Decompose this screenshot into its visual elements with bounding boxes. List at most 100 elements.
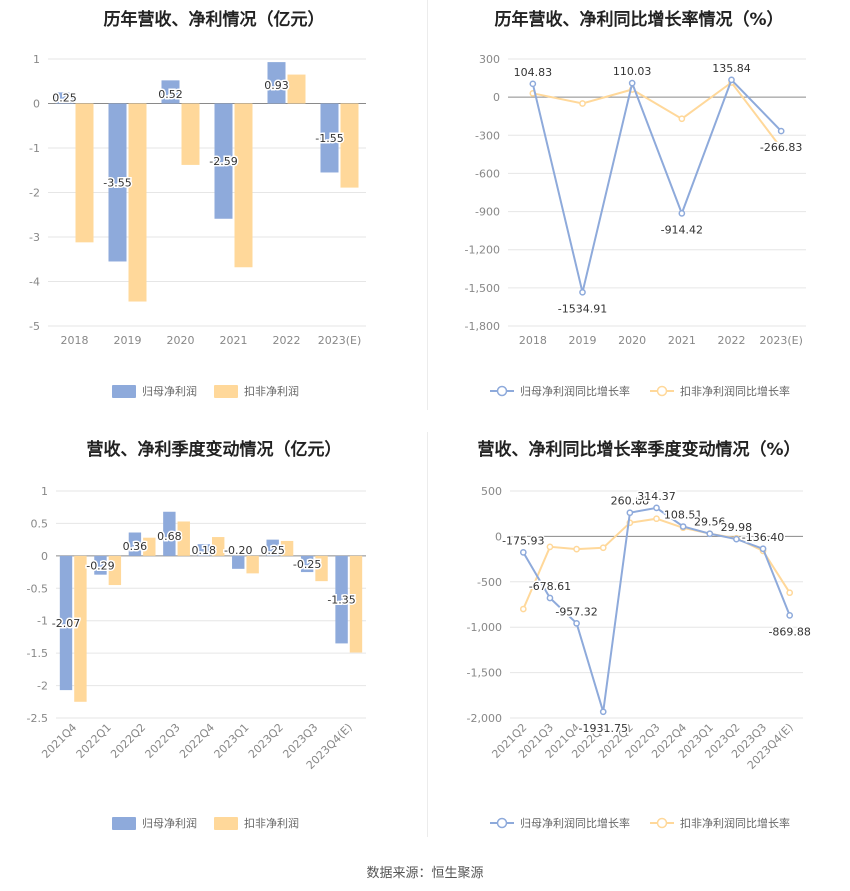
data-label: -0.20 xyxy=(224,544,252,557)
bar xyxy=(128,103,147,302)
series-line xyxy=(532,81,782,149)
bar xyxy=(143,537,156,556)
data-label: -1.55 xyxy=(315,132,343,145)
data-label: 0.68 xyxy=(157,530,182,543)
x-tick-label: 2021Q4 xyxy=(39,721,79,761)
y-tick-label: -1,800 xyxy=(465,320,500,333)
legend-label: 扣非净利润同比增长率 xyxy=(680,384,790,398)
x-tick-label: 2023(E) xyxy=(318,334,362,347)
data-point xyxy=(786,612,794,619)
data-point xyxy=(786,589,794,597)
data-label: -266.83 xyxy=(760,141,802,154)
data-label: -0.25 xyxy=(293,558,321,571)
x-tick-label: 2018 xyxy=(61,334,89,347)
annual-growth-chart: 历年营收、净利同比增长率情况（%） 300 0 -300 -600 -900 -1,200… xyxy=(428,0,850,420)
bar xyxy=(246,555,259,574)
bar xyxy=(75,103,94,243)
legend-label: 归母净利润同比增长率 xyxy=(520,816,630,830)
data-point xyxy=(706,530,714,538)
x-tick-label: 2020 xyxy=(167,334,195,347)
bar xyxy=(234,103,253,268)
bar xyxy=(161,80,180,104)
legend-label: 归母净利润同比增长率 xyxy=(520,384,630,398)
x-tick-label: 2022Q2 xyxy=(108,721,148,761)
y-tick-label: 1 xyxy=(41,485,48,498)
y-tick-label: 1 xyxy=(33,53,40,66)
x-tick-label: 2022 xyxy=(273,334,301,347)
data-label: 0.25 xyxy=(260,544,285,557)
legend-swatch xyxy=(112,385,136,398)
chart-title: 营收、净利季度变动情况（亿元） xyxy=(86,440,342,460)
data-label: -1931.75 xyxy=(578,722,627,735)
legend-label: 扣非净利润 xyxy=(244,816,299,830)
bar xyxy=(320,103,339,173)
data-label: 135.84 xyxy=(712,62,751,75)
data-label: 0.36 xyxy=(123,540,148,553)
y-tick-label: -4 xyxy=(29,276,40,289)
data-label: -869.88 xyxy=(768,625,810,638)
data-label: 0.25 xyxy=(52,92,77,105)
y-tick-label: -300 xyxy=(475,129,500,142)
y-tick-label: -1,500 xyxy=(467,667,502,680)
y-tick-label: 0 xyxy=(495,530,502,543)
data-point xyxy=(519,605,527,613)
data-point xyxy=(546,543,554,551)
bar xyxy=(177,521,190,556)
data-point xyxy=(529,80,537,88)
bar xyxy=(163,511,176,556)
legend-swatch xyxy=(112,817,136,830)
legend-marker xyxy=(496,385,508,397)
bar xyxy=(232,555,245,569)
data-point xyxy=(759,545,767,553)
data-label: -2.07 xyxy=(52,617,80,630)
data-point xyxy=(653,515,660,523)
data-label: 29.56 xyxy=(694,516,726,529)
y-tick-label: -2,000 xyxy=(467,712,502,725)
data-label: -957.32 xyxy=(555,605,597,618)
x-tick-label: 2021 xyxy=(668,334,696,347)
y-tick-label: 0 xyxy=(41,550,48,563)
y-tick-label: -1.5 xyxy=(27,647,48,660)
x-tick-label: 2023(E) xyxy=(759,334,803,347)
data-label: 0.18 xyxy=(192,544,217,557)
bar xyxy=(267,62,286,104)
data-label: -2.59 xyxy=(209,155,237,168)
x-tick-label: 2022Q3 xyxy=(143,721,183,761)
y-tick-label: -1,200 xyxy=(465,244,500,257)
data-label: -3.55 xyxy=(103,176,131,189)
vertical-divider-bottom xyxy=(427,432,428,837)
y-tick-label: -5 xyxy=(29,320,40,333)
data-label: -1534.91 xyxy=(558,302,607,315)
data-label: 0.52 xyxy=(158,88,183,101)
data-point xyxy=(733,535,740,543)
data-label: 108.51 xyxy=(664,509,703,522)
series-line xyxy=(531,78,782,293)
data-label: 260.88 xyxy=(611,495,650,508)
y-tick-label: 300 xyxy=(479,53,500,66)
data-point xyxy=(679,523,687,530)
quarterly-growth-chart-svg: 5000-500-1,000-1,500-2,0002021Q22021Q320… xyxy=(467,485,813,830)
data-point xyxy=(777,127,785,135)
y-tick-label: -0.5 xyxy=(27,582,48,595)
x-tick-label: 2021 xyxy=(220,334,248,347)
y-tick-label: 0.5 xyxy=(31,517,49,530)
data-point xyxy=(777,144,785,152)
legend-marker xyxy=(656,385,668,397)
legend-marker xyxy=(496,817,508,829)
data-point xyxy=(546,594,554,602)
legend-marker xyxy=(656,817,668,829)
legend-label: 扣非净利润同比增长率 xyxy=(680,816,790,830)
bar xyxy=(300,555,314,573)
legend-swatch xyxy=(214,385,238,398)
quarterly-growth-chart: 营收、净利同比增长率季度变动情况（%） 500 0 -500 -1,000 -1,500… xyxy=(428,425,850,845)
annual-growth-chart-svg: 300 0 -300 -600 -900 -1,200 -1,500 -1,800 2018 20… xyxy=(465,53,806,398)
bar xyxy=(349,555,363,653)
legend-swatch xyxy=(214,817,238,830)
bar xyxy=(197,544,210,556)
annual-profit-chart-svg: 1 0 -1 -2 -3 -4 -5 2018 2019 2020 2021 2022 2023(E) 0… xyxy=(29,53,366,398)
x-tick-label: 2023Q2 xyxy=(246,721,286,761)
data-source: 数据来源：恒生聚源 xyxy=(366,866,484,881)
bar xyxy=(59,555,73,691)
x-tick-label: 2022 xyxy=(718,334,746,347)
y-tick-label: -500 xyxy=(477,576,502,589)
